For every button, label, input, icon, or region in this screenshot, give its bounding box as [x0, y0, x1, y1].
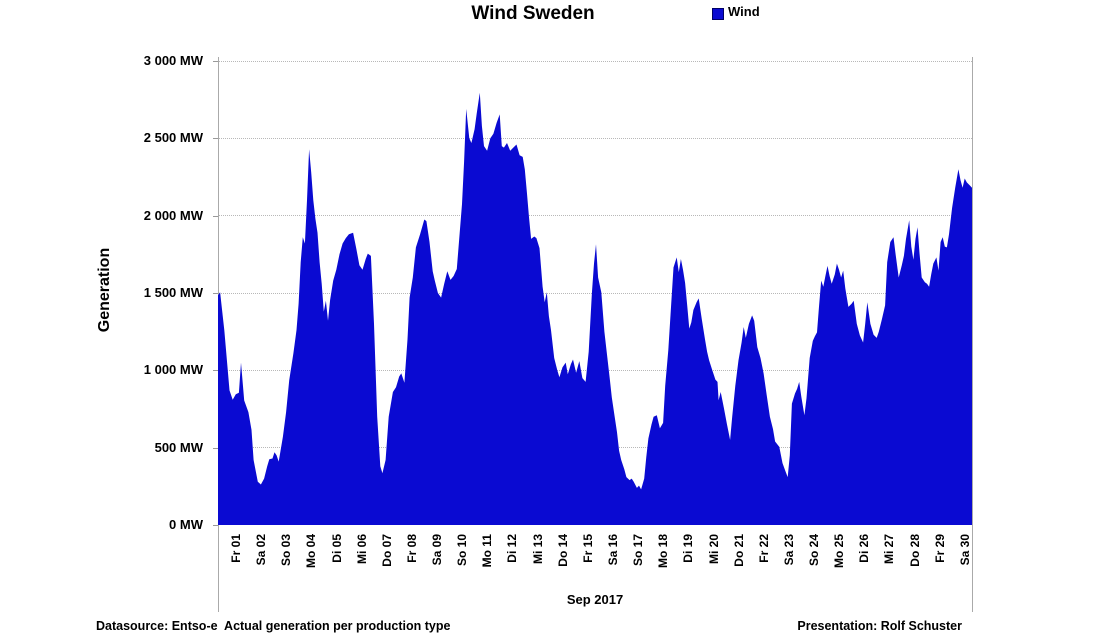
x-axis-label: Di 26	[857, 534, 872, 563]
x-axis-label: Di 12	[505, 534, 520, 563]
y-axis-label: 2 000 MW	[143, 207, 203, 223]
x-axis-label: So 03	[279, 534, 294, 567]
x-axis-label: Di 05	[329, 534, 344, 563]
x-axis-label: Fr 01	[229, 534, 243, 563]
y-tick-mark	[213, 370, 218, 372]
x-axis-label: Mo 25	[832, 534, 847, 569]
x-axis-label: Mo 04	[304, 534, 319, 569]
x-axis-label: Sa 30	[957, 534, 972, 566]
x-axis-label: Mi 06	[354, 534, 369, 565]
y-tick-mark	[213, 447, 218, 449]
x-axis-label: Do 14	[555, 534, 570, 567]
y-tick-mark	[213, 61, 218, 62]
x-axis-label: Mo 18	[656, 534, 671, 569]
wind-area-series	[218, 92, 972, 525]
y-tick-mark	[213, 215, 218, 217]
x-axis-label: Sa 09	[430, 534, 445, 566]
x-axis-label: Mi 27	[882, 534, 897, 565]
datasource-note: Datasource: Entso-e Actual generation pe…	[96, 619, 451, 633]
y-axis-label: 0 MW	[169, 517, 203, 532]
y-axis-label: 500 MW	[154, 439, 203, 455]
x-axis-label: Do 21	[731, 534, 746, 567]
x-axis-label: Di 19	[681, 534, 696, 563]
y-tick-mark	[213, 525, 218, 526]
gridline-2500	[218, 137, 972, 139]
plot-right-border	[972, 57, 973, 612]
x-axis-label: So 24	[807, 534, 822, 567]
y-axis-label: 1 000 MW	[143, 362, 203, 378]
x-axis-title: Sep 2017	[566, 592, 624, 607]
x-axis-label: Mo 11	[480, 534, 495, 568]
x-axis-label: Do 28	[907, 534, 922, 567]
x-axis-label: Fr 15	[580, 534, 595, 563]
gridline-2000	[218, 215, 972, 217]
gridline-3000	[218, 60, 972, 62]
x-axis-label: Fr 22	[756, 534, 771, 563]
x-axis-label: Fr 29	[932, 534, 947, 563]
y-tick-mark	[213, 293, 218, 294]
legend-wind-swatch-icon	[712, 8, 724, 20]
legend-wind-label: Wind	[728, 4, 760, 19]
y-axis-label: 3 000 MW	[143, 53, 203, 68]
y-axis-label: 2 500 MW	[143, 130, 203, 146]
x-axis-label: Do 07	[379, 534, 394, 567]
x-axis-label: Mi 13	[530, 534, 545, 565]
wind-area-chart	[218, 92, 972, 525]
x-axis-label: Fr 08	[404, 534, 419, 563]
y-tick-mark	[213, 138, 218, 140]
x-axis-label: So 10	[455, 534, 470, 567]
x-axis-label: Sa 02	[254, 534, 269, 566]
x-axis-label: So 17	[631, 534, 646, 567]
x-axis-label: Mi 20	[706, 534, 721, 565]
chart-title: Wind Sweden	[471, 3, 595, 24]
presentation-note: Presentation: Rolf Schuster	[797, 619, 962, 633]
x-axis-label: Sa 16	[606, 534, 620, 566]
y-axis-label: 1 500 MW	[143, 285, 203, 300]
x-axis-label: Sa 23	[781, 534, 796, 566]
